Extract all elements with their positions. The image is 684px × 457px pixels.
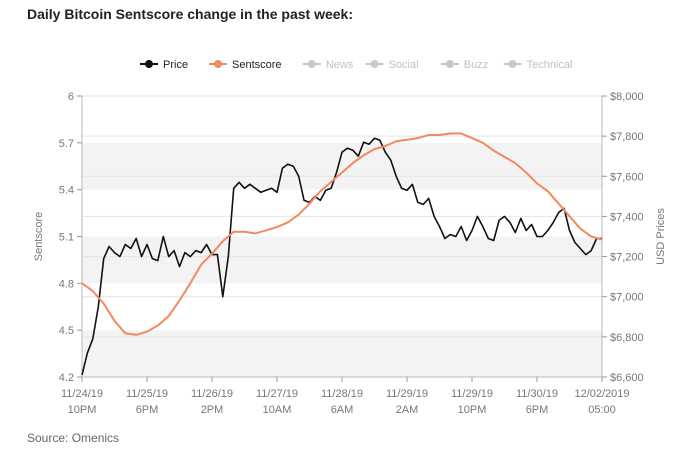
chart-title: Daily Bitcoin Sentscore change in the pa… [27, 6, 353, 22]
legend-item-buzz[interactable]: Buzz [440, 59, 488, 71]
legend-marker [145, 60, 153, 68]
plot-band [82, 96, 602, 143]
plot-band [82, 142, 602, 190]
right-tick-label: $7,400 [610, 211, 644, 223]
x-tick-label-time: 6AM [331, 404, 354, 416]
x-tick-label-time: 10AM [263, 404, 292, 416]
legend-marker [370, 60, 379, 68]
source-note: Source: Omenics [27, 431, 120, 445]
x-tick-label-time: 10PM [458, 404, 487, 416]
legend-item-price[interactable]: Price [140, 59, 188, 71]
series-line-price [81, 137, 602, 376]
plot-band [82, 236, 602, 284]
legend-marker [508, 60, 517, 68]
x-tick-label-date: 11/27/19 [256, 388, 298, 400]
right-tick-label: $7,000 [610, 292, 644, 304]
x-tick-label-date: 11/24/19 [61, 388, 103, 400]
x-tick-label-date: 12/02/2019 [574, 388, 629, 400]
legend-label: Social [389, 59, 419, 71]
x-tick-label-date: 11/29/19 [386, 388, 428, 400]
legend-label: Buzz [464, 59, 488, 71]
plot-band [82, 283, 602, 331]
x-tick-label-date: 11/30/19 [516, 388, 558, 400]
plot-band [82, 189, 602, 237]
y-axis-right-title: USD Prices [655, 208, 667, 265]
x-tick-label-date: 11/26/19 [191, 388, 233, 400]
left-tick-label: 4.8 [59, 278, 74, 290]
x-tick-label-time: 10PM [68, 404, 97, 416]
left-tick-label: 6 [68, 91, 74, 103]
legend-label: Technical [527, 59, 573, 71]
left-tick-label: 5.4 [59, 185, 74, 197]
x-tick-label-time: 6PM [526, 404, 549, 416]
legend-label: Sentscore [232, 59, 282, 71]
legend-marker [214, 60, 222, 68]
left-tick-label: 5.7 [59, 138, 74, 150]
x-tick-label-date: 11/25/19 [126, 388, 168, 400]
legend-label: Price [163, 59, 188, 71]
legend-item-news[interactable]: News [302, 59, 354, 71]
legend-marker [307, 60, 316, 68]
right-tick-label: $8,000 [610, 91, 644, 103]
right-tick-label: $7,800 [610, 131, 644, 143]
series-line-sentscore [81, 132, 603, 336]
legend-item-sentscore[interactable]: Sentscore [209, 59, 282, 71]
plot-band [82, 330, 602, 377]
legend-item-social[interactable]: Social [365, 59, 419, 71]
x-tick-label-time: 05:00 [588, 404, 616, 416]
x-tick-label-time: 2AM [396, 404, 419, 416]
x-tick-label-date: 11/28/19 [321, 388, 363, 400]
right-tick-label: $6,800 [610, 332, 644, 344]
y-axis-left-title: Sentscore [33, 212, 45, 262]
legend-item-technical[interactable]: Technical [503, 59, 573, 71]
x-tick-label-date: 11/29/19 [451, 388, 493, 400]
left-tick-label: 4.2 [59, 372, 74, 384]
left-tick-label: 5.1 [59, 232, 74, 244]
legend-label: News [326, 59, 354, 71]
right-tick-label: $7,600 [610, 171, 644, 183]
legend-marker [445, 60, 454, 68]
right-tick-label: $7,200 [610, 252, 644, 264]
right-tick-label: $6,600 [610, 372, 644, 384]
x-tick-label-time: 2PM [201, 404, 224, 416]
left-tick-label: 4.5 [59, 325, 74, 337]
x-tick-label-time: 6PM [136, 404, 159, 416]
